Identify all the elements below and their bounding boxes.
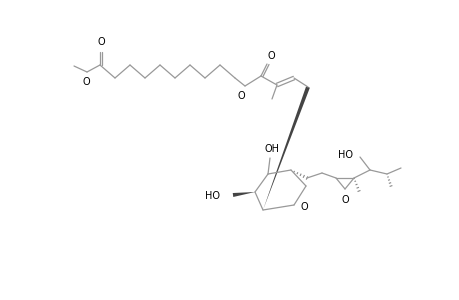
Text: O: O bbox=[300, 202, 308, 212]
Polygon shape bbox=[232, 192, 254, 197]
Text: OH: OH bbox=[264, 144, 279, 154]
Text: O: O bbox=[82, 77, 90, 87]
Text: O: O bbox=[267, 51, 274, 61]
Polygon shape bbox=[263, 86, 309, 210]
Text: O: O bbox=[97, 37, 105, 47]
Text: HO: HO bbox=[205, 191, 219, 201]
Text: O: O bbox=[237, 91, 244, 101]
Text: O: O bbox=[341, 195, 348, 205]
Text: HO: HO bbox=[337, 150, 352, 160]
